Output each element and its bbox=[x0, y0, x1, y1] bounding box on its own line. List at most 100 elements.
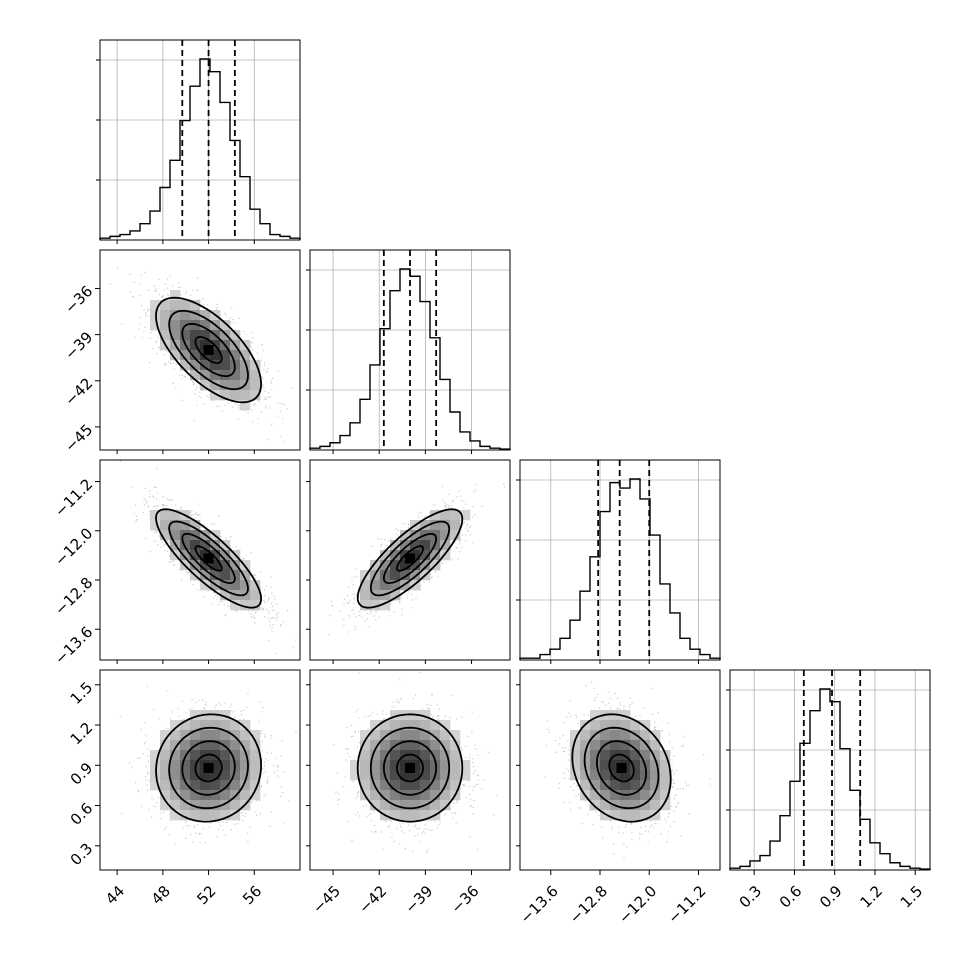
y-tick-label: 1.5 bbox=[67, 678, 97, 708]
density-cell bbox=[420, 550, 431, 561]
density-cell bbox=[630, 780, 641, 791]
density-cell bbox=[590, 790, 601, 801]
density-cell bbox=[360, 570, 371, 581]
contour-line bbox=[155, 296, 263, 404]
density-cell bbox=[650, 800, 661, 811]
density-cell bbox=[220, 800, 231, 811]
density-cell bbox=[370, 790, 381, 801]
density-cell bbox=[450, 750, 461, 761]
density-cell bbox=[230, 380, 241, 391]
density-cell bbox=[620, 720, 631, 731]
density-cell bbox=[440, 760, 451, 771]
density-cell bbox=[610, 780, 621, 791]
density-cell bbox=[200, 810, 211, 821]
density-cell bbox=[390, 760, 401, 771]
density-cell bbox=[350, 760, 361, 771]
density-cell bbox=[230, 390, 241, 401]
histogram-panel-2 bbox=[306, 249, 511, 451]
density-cell bbox=[180, 730, 191, 741]
density-cell bbox=[180, 810, 191, 821]
density-cell bbox=[210, 550, 221, 561]
density-cell bbox=[210, 360, 221, 371]
density-cell bbox=[420, 760, 431, 771]
density-cell bbox=[570, 730, 581, 741]
density-cell bbox=[230, 350, 241, 361]
density-cell bbox=[180, 550, 191, 561]
density-cell bbox=[210, 810, 221, 821]
density-cell bbox=[230, 740, 241, 751]
density-cell bbox=[160, 750, 171, 761]
density-cell bbox=[200, 720, 211, 731]
density-peak bbox=[203, 553, 214, 564]
density-cell bbox=[600, 800, 611, 811]
density-cell bbox=[200, 580, 211, 591]
contour-line bbox=[155, 713, 263, 823]
density-cell bbox=[240, 360, 251, 371]
contour-line bbox=[168, 726, 249, 810]
density-cell bbox=[160, 770, 171, 781]
panel-frame bbox=[519, 459, 721, 661]
density-cell bbox=[360, 750, 371, 761]
density-cell bbox=[150, 510, 161, 521]
density-cell bbox=[220, 770, 231, 781]
density-cell bbox=[250, 750, 261, 761]
density-cell bbox=[630, 720, 641, 731]
density-cell bbox=[430, 720, 441, 731]
density-cell bbox=[370, 770, 381, 781]
histogram-bars bbox=[729, 688, 931, 870]
density-cell bbox=[170, 290, 181, 301]
density-cell bbox=[160, 760, 171, 771]
density-cell bbox=[220, 570, 231, 581]
density-cell bbox=[190, 550, 201, 561]
density-cell bbox=[190, 340, 201, 351]
density-cell bbox=[410, 770, 421, 781]
density-cell bbox=[190, 750, 201, 761]
contour-line bbox=[356, 508, 464, 609]
x-tick-label: −42 bbox=[355, 882, 390, 917]
density-cell bbox=[380, 580, 391, 591]
density-cell bbox=[400, 780, 411, 791]
density-cell bbox=[390, 560, 401, 571]
density-cell bbox=[160, 320, 171, 331]
density-cell bbox=[630, 770, 641, 781]
density-cell bbox=[640, 780, 651, 791]
density-cell bbox=[200, 740, 211, 751]
panel-background bbox=[730, 670, 930, 870]
density-peak bbox=[616, 762, 627, 773]
y-tick-label: −13.6 bbox=[51, 623, 96, 668]
density-cell bbox=[460, 760, 471, 771]
density-cell bbox=[240, 790, 251, 801]
density-cell bbox=[200, 310, 211, 321]
density-cell bbox=[220, 320, 231, 331]
density-cell bbox=[190, 370, 201, 381]
density-cell bbox=[600, 720, 611, 731]
density-cell bbox=[640, 770, 651, 781]
density-cell bbox=[380, 740, 391, 751]
density-cell bbox=[200, 560, 211, 571]
density-cell bbox=[250, 380, 261, 391]
density-cell bbox=[170, 740, 181, 751]
density-cell bbox=[650, 780, 661, 791]
density-cell bbox=[210, 380, 221, 391]
density-cell bbox=[590, 720, 601, 731]
density-cell bbox=[220, 590, 231, 601]
density-cell bbox=[620, 800, 631, 811]
density-cell bbox=[170, 530, 181, 541]
y-tick-label: −45 bbox=[61, 421, 96, 456]
density-cell bbox=[220, 580, 231, 591]
density-cell bbox=[360, 580, 371, 591]
density-cell bbox=[440, 720, 451, 731]
density-cell bbox=[210, 370, 221, 381]
density-cell bbox=[630, 790, 641, 801]
density-cell bbox=[650, 740, 661, 751]
density-cell bbox=[430, 730, 441, 741]
density-cell bbox=[220, 810, 231, 821]
histogram-bars bbox=[519, 478, 721, 660]
x-tick-label: −36 bbox=[447, 882, 482, 917]
density-cell bbox=[200, 370, 211, 381]
density-cell bbox=[160, 740, 171, 751]
density-cell bbox=[400, 530, 411, 541]
density-cell bbox=[420, 780, 431, 791]
density-cell bbox=[580, 780, 591, 791]
density-cell bbox=[360, 780, 371, 791]
